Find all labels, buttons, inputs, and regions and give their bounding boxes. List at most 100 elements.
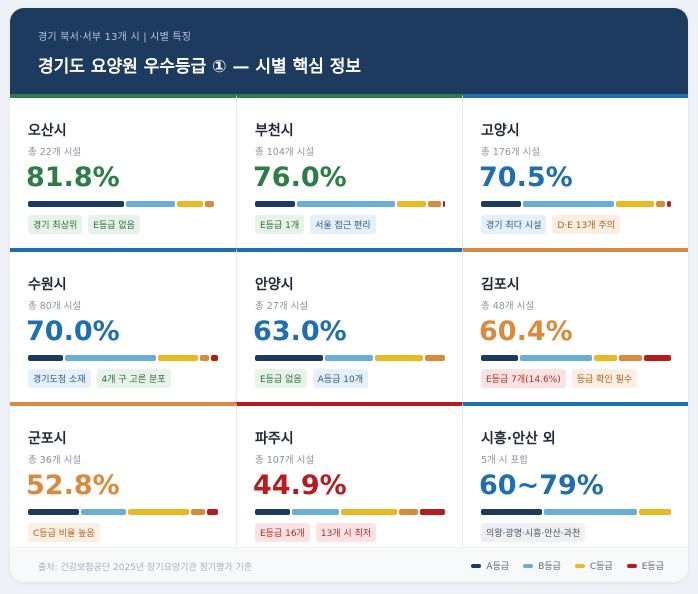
city-name: 파주시 — [255, 431, 294, 447]
tag-list: E등급 16개 13개 시 최저 — [255, 523, 377, 542]
grade-legend: A등급 B등급 C등급 E등급 — [471, 559, 664, 572]
grade-e-segment — [419, 509, 445, 515]
tag-badge: 13개 시 최저 — [315, 523, 377, 542]
tag-badge: E등급 16개 — [255, 523, 310, 542]
legend-label: C등급 — [589, 562, 613, 572]
city-name: 수원시 — [28, 277, 67, 293]
city-name: 안양시 — [255, 277, 294, 293]
grade-a-segment — [28, 509, 79, 515]
tag-badge: E등급 7개(14.6%) — [481, 369, 566, 388]
city-card: 부천시 총 104개 시설 76.0% E등급 1개 서울 접근 편리 — [236, 94, 462, 248]
grade-e-segment — [207, 509, 218, 515]
legend-item: A등급 — [471, 559, 509, 572]
tag-badge: 경기 최다 시설 — [481, 215, 547, 234]
grade-d-segment — [190, 509, 206, 515]
tag-list: E등급 1개 서울 접근 편리 — [255, 215, 376, 234]
grade-c-segment — [639, 509, 671, 515]
grade-c-segment — [177, 201, 204, 207]
grade-d-segment — [205, 201, 215, 207]
legend-swatch — [523, 563, 534, 568]
grade-b-segment — [80, 509, 127, 515]
grade-b-segment — [64, 355, 156, 361]
tag-badge: 서울 접근 편리 — [310, 215, 376, 234]
grade-a-segment — [481, 201, 522, 207]
grade-d-segment — [428, 201, 442, 207]
city-card: 수원시 총 80개 시설 70.0% 경기도청 소재 4개 구 고른 분포 — [10, 248, 236, 402]
tag-badge: E등급 없음 — [255, 369, 307, 388]
legend-swatch — [471, 563, 482, 568]
excellence-rate: 70.5% — [479, 162, 573, 193]
grade-distribution-bar — [255, 201, 445, 207]
facility-count: 총 176개 시설 — [481, 147, 541, 158]
excellence-rate: 44.9% — [253, 470, 347, 501]
grade-e-segment — [667, 201, 671, 207]
grade-c-segment — [374, 355, 423, 361]
source-note: 출처: 건강보험공단 2025년 장기요양기관 정기평가 기준 — [38, 563, 253, 573]
grade-a-segment — [255, 201, 296, 207]
grade-b-segment — [544, 509, 638, 515]
grade-distribution-bar — [28, 355, 218, 361]
legend-label: E등급 — [641, 562, 664, 572]
tag-badge: E등급 없음 — [88, 215, 140, 234]
city-name: 부천시 — [255, 123, 294, 139]
tag-badge: D·E 13개 주의 — [552, 215, 620, 234]
grade-d-segment — [424, 355, 445, 361]
facility-count: 총 104개 시설 — [255, 147, 315, 158]
city-card: 시흥·안산 외 5개 시 포함 60~79% 의왕·광명·시흥·안산·과천 — [462, 402, 688, 556]
tag-list: C등급 비율 높음 — [28, 523, 100, 542]
grade-a-segment — [481, 509, 543, 515]
tag-badge: E등급 1개 — [255, 215, 305, 234]
legend-swatch — [626, 563, 637, 568]
tag-badge: 경기 최상위 — [28, 215, 83, 234]
legend-label: A등급 — [486, 562, 510, 572]
tag-badge: 경기도청 소재 — [28, 369, 91, 388]
header-kicker: 경기 북서·서부 13개 시 | 시별 특징 — [38, 32, 192, 43]
grade-d-segment — [656, 201, 666, 207]
grade-distribution-bar — [28, 509, 218, 515]
facility-count: 총 80개 시설 — [28, 301, 82, 312]
tag-list: E등급 7개(14.6%) 등급 확인 필수 — [481, 369, 638, 388]
city-grid: 오산시 총 22개 시설 81.8% 경기 최상위 E등급 없음 부천시 총 104개 시설… — [10, 94, 688, 556]
tag-badge: 4개 구 고른 분포 — [96, 369, 171, 388]
grade-c-segment — [128, 509, 189, 515]
facility-count: 5개 시 포함 — [481, 455, 529, 466]
tag-badge: 등급 확인 필수 — [571, 369, 638, 388]
city-name: 시흥·안산 외 — [481, 431, 556, 447]
legend-swatch — [574, 563, 585, 568]
grade-c-segment — [340, 509, 398, 515]
city-card: 안양시 총 27개 시설 63.0% E등급 없음 A등급 10개 — [236, 248, 462, 402]
grade-b-segment — [520, 355, 592, 361]
grade-distribution-bar — [481, 355, 672, 361]
grade-distribution-bar — [481, 201, 671, 207]
city-name: 고양시 — [481, 123, 520, 139]
tag-list: 경기도청 소재 4개 구 고른 분포 — [28, 369, 171, 388]
city-card: 오산시 총 22개 시설 81.8% 경기 최상위 E등급 없음 — [10, 94, 236, 248]
facility-count: 총 36개 시설 — [28, 455, 82, 466]
legend-item: E등급 — [626, 559, 664, 572]
excellence-rate: 60.4% — [479, 316, 573, 347]
grade-distribution-bar — [28, 201, 218, 207]
grade-b-segment — [125, 201, 176, 207]
grade-e-segment — [644, 355, 672, 361]
tag-list: 경기 최다 시설 D·E 13개 주의 — [481, 215, 620, 234]
city-name: 김포시 — [481, 277, 520, 293]
page-title: 경기도 요양원 우수등급 ① — 시별 핵심 정보 — [38, 57, 362, 77]
facility-count: 총 48개 시설 — [481, 301, 535, 312]
grade-c-segment — [593, 355, 618, 361]
city-name: 오산시 — [28, 123, 67, 139]
city-name: 군포시 — [28, 431, 67, 447]
city-card: 군포시 총 36개 시설 52.8% C등급 비율 높음 — [10, 402, 236, 556]
tag-badge: 의왕·광명·시흥·안산·과천 — [481, 523, 586, 542]
grade-b-segment — [523, 201, 615, 207]
city-card: 파주시 총 107개 시설 44.9% E등급 16개 13개 시 최저 — [236, 402, 462, 556]
header: 경기 북서·서부 13개 시 | 시별 특징 경기도 요양원 우수등급 ① — … — [10, 8, 688, 94]
grade-e-segment — [443, 201, 445, 207]
grade-a-segment — [255, 355, 324, 361]
grade-distribution-bar — [255, 355, 445, 361]
grade-a-segment — [28, 355, 63, 361]
grade-a-segment — [481, 355, 519, 361]
grade-b-segment — [325, 355, 373, 361]
grade-c-segment — [157, 355, 198, 361]
